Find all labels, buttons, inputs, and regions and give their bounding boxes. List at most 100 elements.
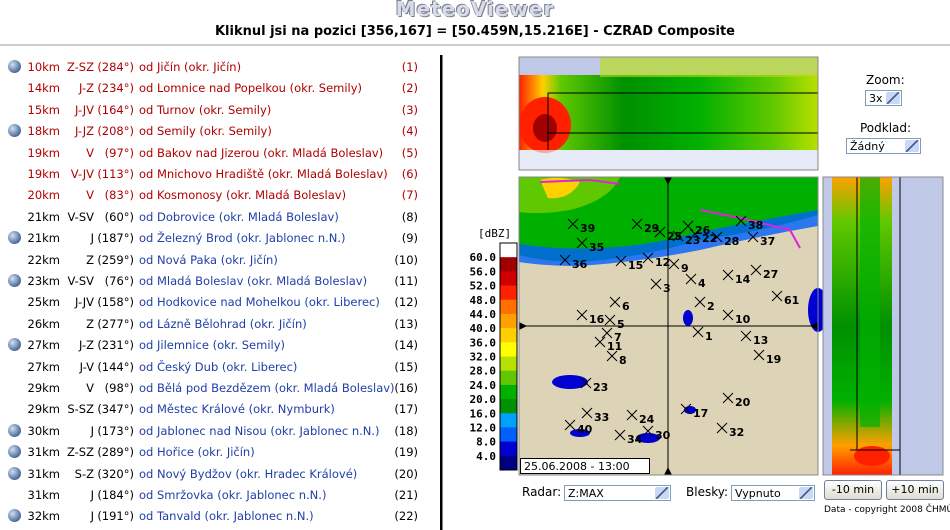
legend-swatch	[500, 299, 517, 315]
legend-swatch	[500, 441, 517, 457]
location-row[interactable]: 19km V (97°) od Bakov nad Jizerou (okr. Mla…	[0, 143, 437, 163]
index: (14)	[394, 338, 418, 353]
index: (19)	[394, 445, 418, 460]
top-profile	[518, 56, 819, 171]
location-row[interactable]: 31km Z-SZ (289°) od Hořice (okr. Jičín) (19)	[0, 442, 437, 462]
marker-label: 4	[698, 277, 706, 290]
location-row[interactable]: 30km J (173°) od Jablonec nad Nisou (okr. J…	[0, 421, 437, 441]
azimuth: (113°)	[97, 167, 134, 181]
place: od Bakov nad Jizerou (okr. Mladá Bolesla…	[139, 145, 384, 160]
index: (11)	[394, 274, 418, 288]
marker-cross	[601, 327, 613, 339]
marker-label: 24	[639, 413, 655, 426]
legend-swatch	[500, 413, 517, 428]
marker-cross	[747, 231, 759, 243]
lightning-select[interactable]: Vypnuto	[731, 485, 815, 501]
direction: S-Z	[74, 466, 94, 481]
direction: V-SV	[67, 274, 94, 288]
legend-label: 48.0	[470, 294, 497, 307]
index: (22)	[394, 509, 418, 524]
azimuth: (158°)	[97, 295, 134, 310]
location-row[interactable]: 21km J (187°) od Železný Brod (okr. Jablone…	[0, 228, 437, 248]
direction: J	[90, 231, 94, 246]
marker-cross	[626, 409, 638, 421]
location-row[interactable]: 15km J-JV (164°) od Turnov (okr. Semily) (3)	[0, 100, 437, 120]
radar-icon	[8, 466, 21, 480]
location-row[interactable]: 25km J-JV (158°) od Hodkovice nad Mohelkou …	[0, 292, 437, 312]
background-select[interactable]: Žádný	[846, 138, 921, 154]
azimuth: (231°)	[97, 338, 134, 353]
location-row[interactable]: 29km S-SZ (347°) od Městec Králové (okr. Ny…	[0, 399, 437, 419]
location-row[interactable]: 22km Z (259°) od Nová Paka (okr. Jičín) (10)	[0, 250, 437, 270]
legend-swatch	[500, 257, 517, 272]
radar-icon	[8, 445, 21, 459]
location-row[interactable]: 23km V-SV (76°) od Mladá Boleslav (okr. Mla…	[0, 271, 437, 291]
marker-cross	[722, 392, 734, 404]
distance: 23km	[27, 274, 61, 288]
marker-cross	[672, 230, 684, 242]
distance: 15km	[27, 102, 61, 117]
forward-button[interactable]: +10 min	[886, 480, 944, 500]
direction: V	[86, 145, 94, 160]
place: od Lomnice nad Popelkou (okr. Semily)	[139, 81, 363, 96]
azimuth: (208°)	[97, 124, 134, 139]
location-row[interactable]: 20km V (83°) od Kosmonosy (okr. Mladá Boles…	[0, 185, 437, 205]
location-row[interactable]: 19km V-JV (113°) od Mnichovo Hradiště (okr.…	[0, 164, 437, 184]
direction: J	[90, 488, 94, 502]
distance: 14km	[27, 81, 61, 96]
marker-label: 40	[577, 423, 593, 436]
location-row[interactable]: 26km Z (277°) od Lázně Bělohrad (okr. Jičín…	[0, 314, 437, 334]
radar-icon	[8, 338, 21, 352]
location-row[interactable]: 27km J-V (144°) od Český Dub (okr. Liberec)…	[0, 357, 437, 377]
index: (9)	[401, 231, 418, 246]
index: (5)	[401, 145, 418, 160]
location-row[interactable]: 10km Z-SZ (284°) od Jičín (okr. Jičín) (1)	[0, 57, 437, 77]
legend-swatch	[500, 313, 517, 329]
location-row[interactable]: 18km J-JZ (208°) od Semily (okr. Semily) (4)	[0, 121, 437, 141]
marker-label: 33	[594, 411, 609, 424]
marker-label: 1	[705, 330, 713, 343]
location-row[interactable]: 31km S-Z (320°) od Nový Bydžov (okr. Hradec…	[0, 464, 437, 484]
location-row[interactable]: 21km V-SV (60°) od Dobrovice (okr. Mladá Bo…	[0, 207, 437, 227]
legend-label: 16.0	[470, 407, 497, 420]
marker-label: 29	[644, 222, 659, 235]
azimuth: (144°)	[97, 359, 134, 374]
radar-select[interactable]: Z:MAX	[564, 485, 671, 501]
location-row[interactable]: 29km V (98°) od Bělá pod Bezdězem (okr. Mla…	[0, 378, 437, 398]
marker-label: 9	[681, 262, 689, 275]
location-row[interactable]: 32km J (191°) od Tanvald (okr. Jablonec n.N…	[0, 506, 437, 526]
marker-label: 15	[628, 259, 643, 272]
marker-label: 5	[617, 318, 625, 331]
radar-icon	[8, 509, 21, 523]
azimuth: (289°)	[97, 445, 134, 460]
azimuth: (76°)	[104, 274, 134, 288]
location-row[interactable]: 27km J-Z (231°) od Jilemnice (okr. Semily) (…	[0, 335, 437, 355]
index: (13)	[394, 316, 418, 331]
marker-label: 7	[614, 331, 622, 344]
azimuth: (83°)	[104, 188, 134, 203]
legend-swatch	[500, 285, 517, 301]
place: od Semily (okr. Semily)	[139, 124, 272, 139]
radar-icon	[8, 423, 21, 437]
place: od Kosmonosy (okr. Mladá Boleslav)	[139, 188, 347, 203]
location-row[interactable]: 14km J-Z (234°) od Lomnice nad Popelkou (ok…	[0, 78, 437, 98]
azimuth: (187°)	[97, 231, 134, 246]
back-button[interactable]: -10 min	[824, 480, 882, 500]
marker-label: 26	[695, 224, 711, 237]
index: (21)	[394, 488, 418, 502]
location-row[interactable]: 31km J (184°) od Smržovka (okr. Jablonec n.…	[0, 485, 437, 505]
marker-label: 22	[702, 232, 717, 245]
marker-cross	[680, 403, 692, 415]
index: (8)	[401, 209, 418, 224]
place: od Dobrovice (okr. Mladá Boleslav)	[139, 209, 339, 224]
direction: Z	[86, 252, 94, 267]
legend-swatch	[500, 243, 517, 258]
legend-swatch	[500, 455, 517, 471]
marker-cross	[650, 278, 662, 290]
marker-label: 17	[693, 407, 708, 420]
marker-cross	[750, 264, 762, 276]
direction: J	[90, 423, 94, 438]
zoom-select[interactable]: 3x	[865, 90, 902, 106]
